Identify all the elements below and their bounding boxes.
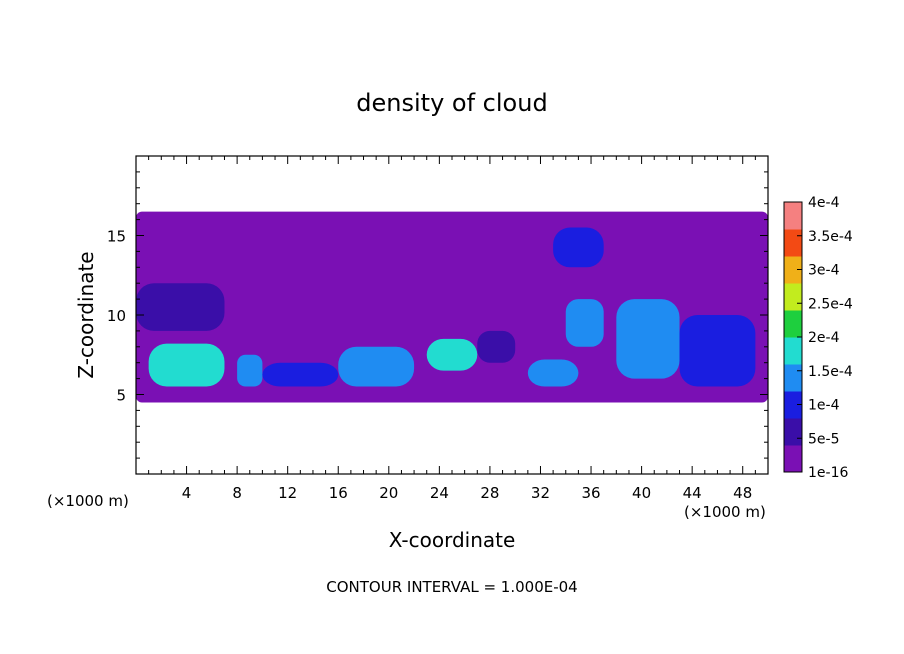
colorbar-label: 1e-16	[808, 465, 848, 481]
y-tick-label: 15	[107, 228, 126, 246]
x-unit-label-left: (×1000 m)	[47, 492, 129, 510]
colorbar-segment	[784, 418, 802, 446]
x-tick-label: 44	[683, 484, 702, 502]
cloud-core-region	[477, 330, 516, 363]
cloud-core-region	[237, 354, 263, 387]
colorbar: 1e-16 5e-5 1e-4 1.5e-4 2e-4 2.5e-4 3e-4 3.5e-4 4…	[783, 195, 853, 481]
cloud-core-region	[679, 315, 756, 387]
x-axis-label: X-coordinate	[389, 528, 516, 552]
colorbar-label: 2.5e-4	[808, 296, 853, 312]
x-tick-label: 28	[480, 484, 499, 502]
colorbar-segment	[784, 256, 802, 284]
colorbar-segment	[784, 310, 802, 338]
cloud-core-region	[148, 343, 225, 387]
colorbar-segment	[784, 445, 802, 473]
colorbar-segment	[784, 391, 802, 419]
x-tick-label: 48	[733, 484, 752, 502]
x-tick-label: 8	[232, 484, 242, 502]
colorbar-label: 3.5e-4	[808, 229, 853, 245]
cloud-field	[136, 211, 768, 403]
colorbar-label: 2e-4	[808, 330, 840, 346]
cloud-base-region	[136, 211, 768, 403]
x-tick-label: 12	[278, 484, 297, 502]
contour-interval-note: CONTOUR INTERVAL = 1.000E-04	[326, 578, 577, 596]
colorbar-segment	[784, 283, 802, 311]
colorbar-label: 5e-5	[808, 431, 839, 447]
cloud-core-region	[527, 359, 579, 387]
y-tick-label: 10	[107, 307, 126, 325]
x-tick-label: 16	[329, 484, 348, 502]
x-tick-label: 4	[182, 484, 192, 502]
x-tick-label: 36	[581, 484, 600, 502]
x-tick-label: 24	[430, 484, 449, 502]
colorbar-label: 1.5e-4	[808, 364, 853, 380]
cloud-core-region	[338, 346, 415, 387]
cloud-core-region	[426, 338, 478, 371]
chart-title: density of cloud	[356, 89, 547, 117]
x-tick-label: 40	[632, 484, 651, 502]
colorbar-label: 1e-4	[808, 398, 840, 414]
cloud-core-region	[553, 227, 604, 268]
colorbar-segment	[784, 202, 802, 230]
colorbar-segment	[784, 229, 802, 257]
cloud-core-region	[136, 283, 225, 331]
cloud-core-region	[616, 299, 680, 379]
y-tick-label: 5	[116, 387, 126, 405]
y-axis-label: Z-coordinate	[74, 251, 98, 378]
x-tick-label: 20	[379, 484, 398, 502]
colorbar-label: 4e-4	[808, 195, 840, 211]
cloud-core-region	[262, 362, 339, 387]
colorbar-label: 3e-4	[808, 263, 840, 279]
x-unit-label-right: (×1000 m)	[684, 503, 766, 521]
cloud-core-region	[565, 299, 604, 347]
x-tick-label: 32	[531, 484, 550, 502]
colorbar-segment	[784, 337, 802, 365]
colorbar-segment	[784, 364, 802, 392]
